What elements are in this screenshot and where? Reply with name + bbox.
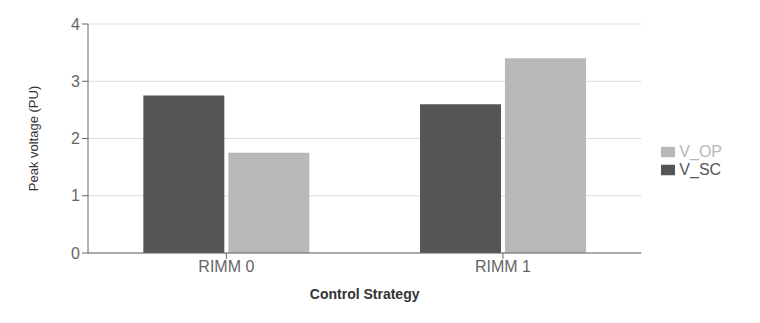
svg-text:3: 3 — [71, 73, 80, 90]
svg-text:0: 0 — [71, 245, 80, 262]
svg-text:Peak voltage (PU): Peak voltage (PU) — [26, 86, 41, 192]
html-text:V_OP: V_OP — [679, 142, 722, 160]
svg-text:RIMM 1: RIMM 1 — [475, 258, 531, 275]
svg-text:1: 1 — [71, 187, 80, 204]
html-text:V_SC: V_SC — [679, 160, 722, 178]
svg-text:4: 4 — [71, 16, 80, 33]
svg-text:RIMM 0: RIMM 0 — [198, 258, 254, 275]
svg-text:Control Strategy: Control Strategy — [310, 286, 420, 302]
svg-text:2: 2 — [71, 130, 80, 147]
